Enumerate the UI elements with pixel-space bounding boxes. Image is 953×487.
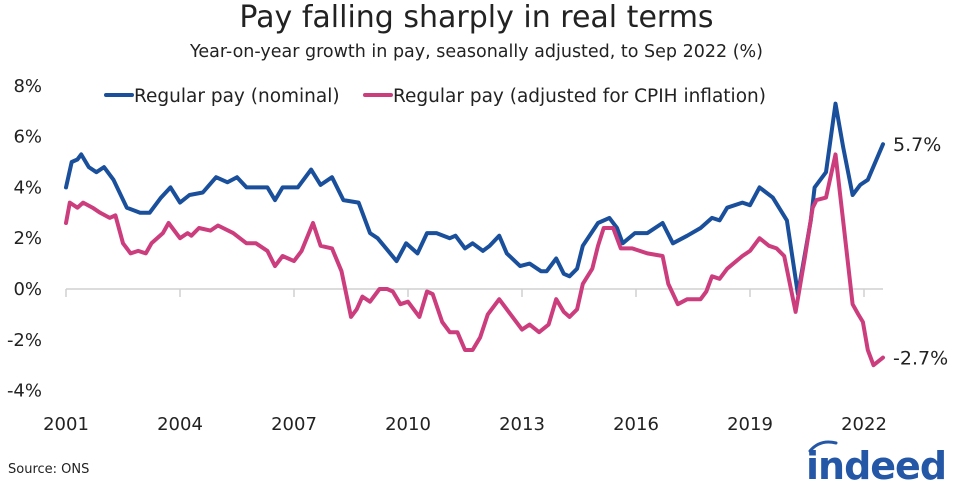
series-lines <box>64 101 885 368</box>
x-axis: 2001 2004 2007 2010 2013 2016 2019 2022 <box>43 289 887 435</box>
svg-text:indeed: indeed <box>806 444 946 487</box>
legend-label: Regular pay (adjusted for CPIH inflation… <box>393 86 766 107</box>
series-line-1 <box>64 152 885 368</box>
x-tick-label: 2016 <box>613 414 659 435</box>
y-tick-label: 0% <box>13 279 42 300</box>
chart-subtitle: Year-on-year growth in pay, seasonally a… <box>190 42 763 62</box>
y-tick-label: 6% <box>13 127 42 148</box>
series-line-0 <box>64 101 885 297</box>
x-tick-label: 2019 <box>727 414 773 435</box>
y-tick-label: 4% <box>13 177 42 198</box>
indeed-logo: indeed <box>806 440 947 487</box>
end-labels: 5.7% -2.7% <box>893 134 948 369</box>
y-tick-label: 2% <box>13 228 42 249</box>
chart-title: Pay falling sharply in real terms <box>239 0 714 35</box>
x-tick-label: 2004 <box>157 414 203 435</box>
legend-label: Regular pay (nominal) <box>134 86 340 107</box>
end-label-1: -2.7% <box>893 348 948 370</box>
y-tick-label: -2% <box>7 330 42 351</box>
x-tick-label: 2007 <box>271 414 317 435</box>
x-tick-label: 2010 <box>385 414 431 435</box>
legend: Regular pay (nominal) Regular pay (adjust… <box>104 86 766 107</box>
x-tick-label: 2022 <box>841 414 887 435</box>
end-label-0: 5.7% <box>893 134 941 156</box>
x-tick-label: 2001 <box>43 414 89 435</box>
y-tick-label: 8% <box>13 76 42 97</box>
x-tick-label: 2013 <box>499 414 545 435</box>
source-note: Source: ONS <box>8 462 90 477</box>
y-axis: 8% 6% 4% 2% 0% -2% -4% <box>7 76 42 402</box>
y-tick-label: -4% <box>7 381 42 402</box>
